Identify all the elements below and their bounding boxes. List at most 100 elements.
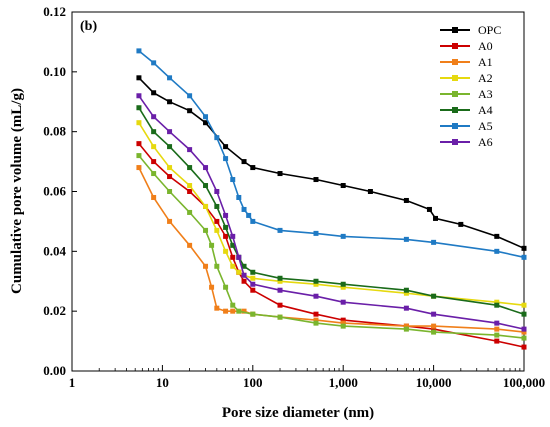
data-point: [277, 287, 283, 293]
data-point: [223, 248, 229, 254]
legend-swatch-marker: [452, 75, 458, 81]
series-line: [138, 155, 525, 339]
series-line: [138, 77, 525, 250]
data-point: [431, 311, 437, 317]
data-point: [136, 141, 142, 147]
data-point: [151, 171, 157, 177]
data-point: [230, 254, 236, 260]
data-point: [521, 311, 527, 317]
series-opc: [136, 75, 527, 251]
data-point: [494, 233, 500, 239]
data-point: [203, 263, 209, 269]
data-point: [431, 293, 437, 299]
data-point: [367, 189, 373, 194]
data-point: [241, 308, 247, 314]
series-group: [136, 48, 527, 350]
x-tick-label: 1,000: [329, 375, 358, 390]
x-axis-label: Pore size diameter (nm): [222, 405, 374, 421]
data-point: [187, 189, 193, 194]
y-tick-label: 0.02: [43, 303, 66, 318]
data-point: [277, 275, 283, 281]
data-point: [313, 320, 319, 326]
data-point: [187, 242, 193, 248]
data-point: [403, 236, 409, 242]
data-point: [236, 308, 242, 314]
legend-entry-a6: A6: [440, 135, 493, 149]
data-point: [223, 233, 229, 239]
data-point: [494, 326, 500, 332]
data-point: [230, 242, 236, 248]
data-point: [250, 281, 256, 287]
data-point: [431, 326, 437, 332]
series-line: [138, 107, 525, 315]
data-point: [187, 147, 193, 153]
data-point: [187, 209, 193, 215]
data-point: [250, 287, 256, 293]
data-point: [230, 263, 236, 269]
data-point: [521, 245, 527, 251]
y-axis-label: Cumulative pore volume (mL/g): [9, 88, 25, 294]
y-tick-label: 0.04: [43, 243, 66, 258]
data-point: [494, 302, 500, 308]
legend-label: A0: [478, 39, 493, 53]
data-point: [214, 227, 220, 233]
data-point: [151, 114, 157, 120]
data-point: [214, 203, 220, 209]
data-point: [187, 93, 193, 99]
y-tick-label: 0.00: [43, 363, 66, 378]
legend-entry-a4: A4: [440, 103, 493, 117]
data-point: [187, 108, 193, 114]
legend-label: A5: [478, 119, 493, 133]
data-point: [494, 338, 500, 344]
series-a5: [136, 48, 527, 260]
data-point: [167, 174, 173, 180]
legend-swatch-marker: [452, 59, 458, 65]
legend-entry-a5: A5: [440, 119, 493, 133]
legend-entry-a3: A3: [440, 87, 493, 101]
data-point: [431, 329, 437, 335]
data-point: [151, 90, 157, 96]
data-point: [313, 177, 319, 183]
data-point: [313, 230, 319, 236]
legend-swatch-marker: [452, 43, 458, 49]
y-tick-label: 0.12: [43, 4, 66, 19]
data-point: [250, 275, 256, 281]
data-point: [521, 344, 527, 350]
series-line: [138, 122, 525, 306]
data-point: [136, 105, 142, 111]
legend-swatch-marker: [452, 123, 458, 129]
data-point: [136, 93, 142, 99]
data-point: [223, 224, 229, 230]
data-point: [241, 278, 247, 284]
data-point: [277, 278, 283, 284]
data-point: [223, 144, 229, 150]
data-point: [209, 284, 215, 290]
legend-swatch-marker: [452, 27, 458, 33]
data-point: [167, 99, 173, 105]
data-point: [241, 206, 247, 212]
data-point: [223, 212, 229, 218]
data-point: [403, 326, 409, 332]
data-point: [223, 308, 229, 314]
data-point: [167, 165, 173, 171]
data-point: [277, 227, 283, 233]
data-point: [433, 215, 439, 221]
series-line: [138, 95, 525, 330]
data-point: [340, 183, 346, 189]
data-point: [250, 218, 256, 224]
data-point: [277, 314, 283, 320]
legend-entry-a0: A0: [440, 39, 493, 53]
data-point: [230, 308, 236, 314]
data-point: [403, 287, 409, 293]
legend-swatch-marker: [452, 107, 458, 113]
x-tick-label: 10,000: [416, 375, 452, 390]
axes: 0.00 0.02 0.04 0.06 0.08 0.10 0.12 1 10 100 1,000 1…: [43, 4, 545, 390]
data-point: [340, 323, 346, 329]
data-point: [203, 120, 209, 126]
data-point: [521, 254, 527, 260]
data-point: [313, 317, 319, 323]
data-point: [313, 281, 319, 287]
data-point: [203, 183, 209, 189]
data-point: [167, 144, 173, 150]
legend-swatch-marker: [452, 91, 458, 97]
